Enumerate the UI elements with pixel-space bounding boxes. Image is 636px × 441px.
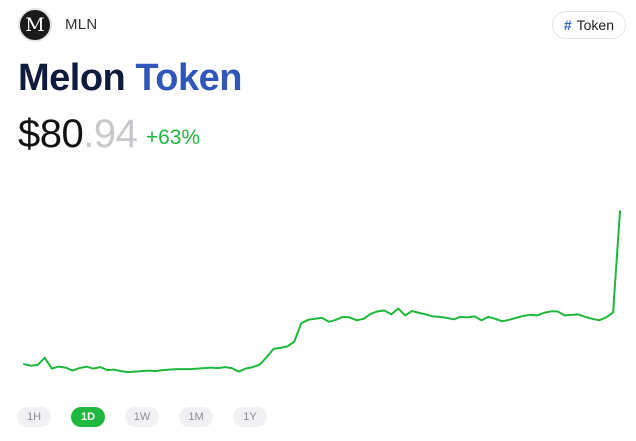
price-line [23,210,621,374]
price-whole: $80 [18,112,84,156]
price-display: $80.94 +63% [18,114,200,154]
price-cents: .94 [83,112,138,156]
title-main: Melon [18,57,126,99]
price-change: +63% [145,126,201,149]
page-title: Melon Token [18,57,242,100]
range-tab-1h[interactable]: 1H [17,407,51,427]
token-logo: M [18,8,52,42]
token-header: M MLN # Token [18,8,626,44]
price-chart[interactable] [0,190,636,390]
range-tab-1d[interactable]: 1D [71,407,105,427]
time-range-tabs: 1H 1D 1W 1M 1Y [17,407,267,427]
range-tab-1w[interactable]: 1W [125,407,159,427]
token-symbol: MLN [65,16,98,33]
token-tag-badge[interactable]: # Token [551,11,626,39]
range-tab-1y[interactable]: 1Y [233,407,267,427]
token-logo-letter: M [25,13,45,36]
range-tab-1m[interactable]: 1M [179,407,213,427]
hash-icon: # [563,17,572,33]
title-accent: Token [135,57,242,99]
token-tag-label: Token [576,17,614,33]
